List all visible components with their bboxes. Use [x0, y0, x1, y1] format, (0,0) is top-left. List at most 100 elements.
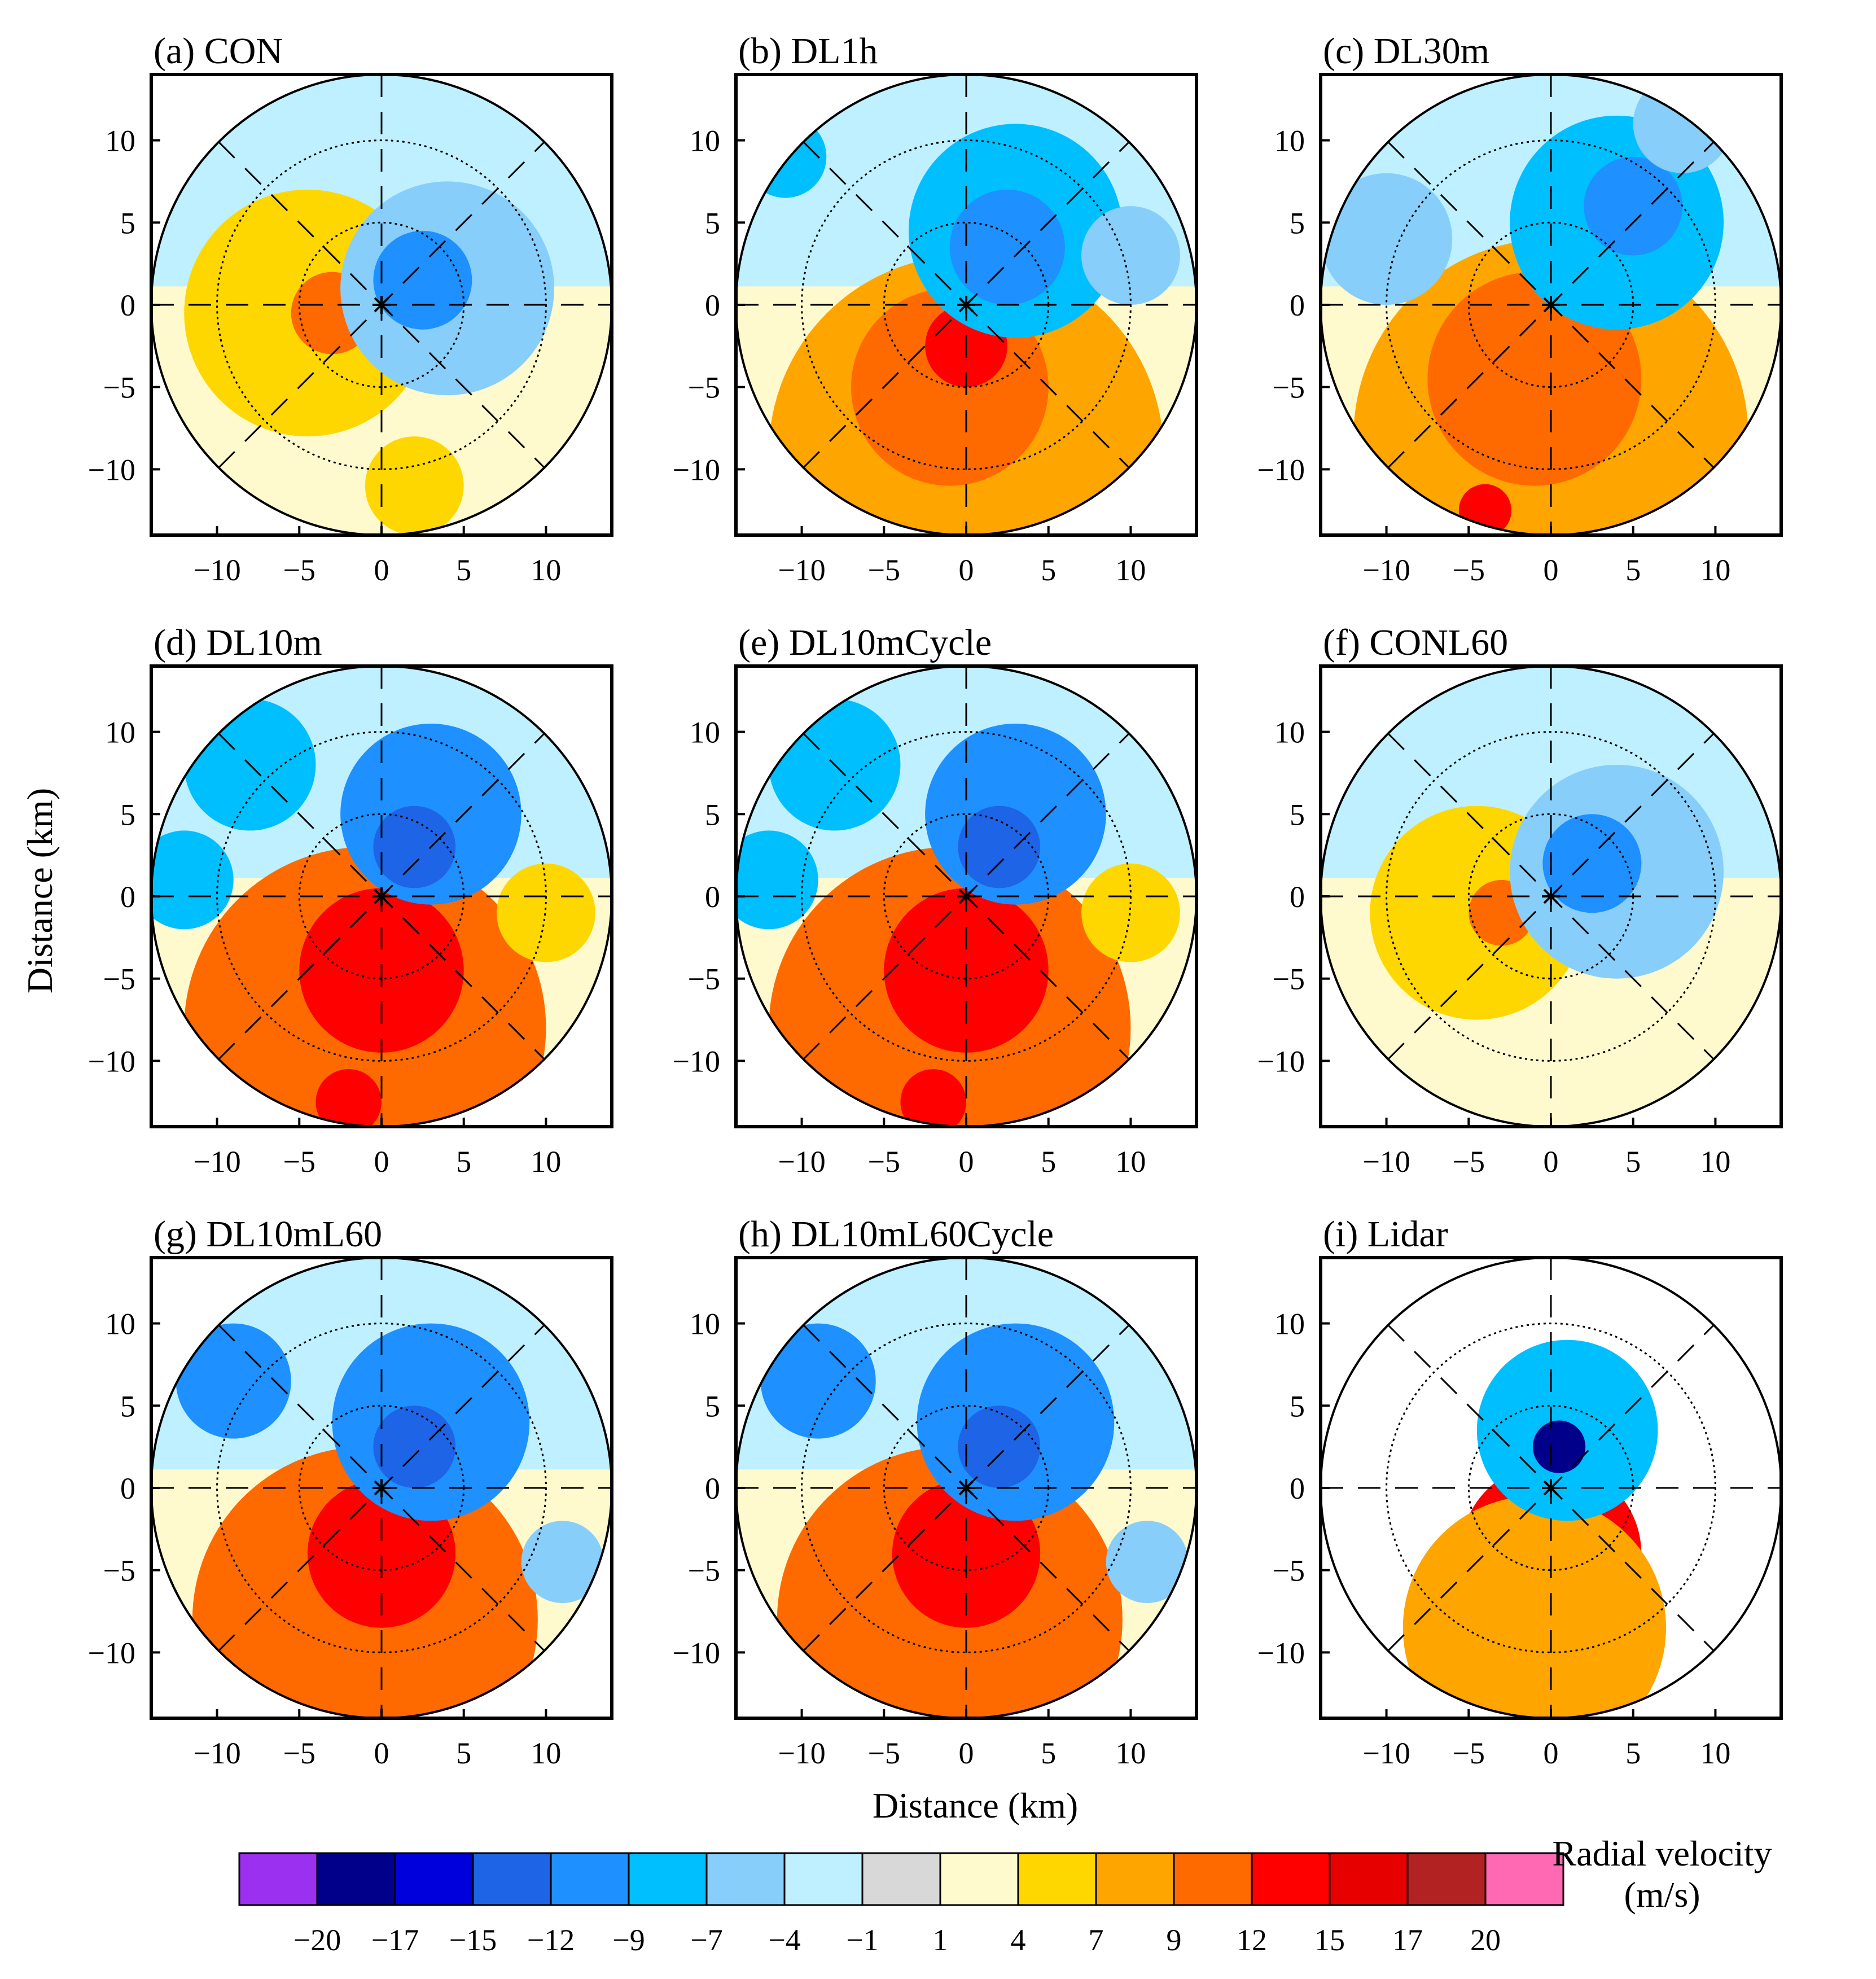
colorbar-tick-label: 1: [933, 1923, 948, 1957]
y-tick-label: −5: [1273, 962, 1305, 996]
x-tick-label: −10: [1362, 553, 1410, 587]
velocity-feature-6: [521, 1521, 604, 1603]
y-tick-label: −10: [1257, 1044, 1305, 1078]
y-tick-label: −5: [688, 962, 720, 996]
y-tick-label: 5: [120, 1389, 135, 1423]
colorbar-swatch: [394, 1852, 474, 1906]
velocity-feature-4: [958, 1406, 1041, 1488]
y-tick-label: 5: [1290, 206, 1305, 240]
colorbar-swatch: [316, 1852, 396, 1906]
colorbar-swatch: [628, 1852, 708, 1906]
x-tick-label: 10: [531, 1736, 561, 1770]
velocity-feature-5: [1584, 156, 1683, 256]
x-tick-label: 5: [456, 1736, 471, 1770]
velocity-feature-3: [1458, 484, 1512, 535]
centre-marker-stroke-4: [958, 1480, 974, 1496]
y-tick-label: 10: [690, 716, 720, 750]
x-tick-label: −5: [868, 1736, 900, 1770]
x-tick-label: 5: [1041, 1736, 1056, 1770]
x-tick-label: 5: [1625, 1736, 1641, 1770]
y-tick-label: −5: [688, 1554, 720, 1588]
panel-f: −10 −5 0 5 10 10 5 0 −5 −10 (f) CONL60: [1257, 622, 1783, 1179]
x-tick-label: −10: [778, 1736, 825, 1770]
x-tick-label: 10: [531, 1145, 561, 1179]
y-tick-label: −5: [688, 371, 720, 405]
centre-marker-stroke-4: [374, 1480, 389, 1496]
x-tick-label: 10: [531, 553, 561, 587]
y-tick-label: 0: [120, 288, 135, 322]
x-tick-label: −10: [778, 553, 825, 587]
panel-title: (f) CONL60: [1323, 622, 1508, 663]
panel-title: (i) Lidar: [1323, 1214, 1448, 1255]
colorbar: −20 −17 −15 −12 −9 −7 −4 −1 1 4 7 9 12 15 17 20: [238, 1852, 1564, 1957]
colorbar-tick-label: 4: [1011, 1923, 1026, 1957]
y-tick-label: 10: [1274, 1307, 1305, 1341]
y-tick-label: −5: [1273, 371, 1305, 405]
panel-b: −10 −5 0 5 10 10 5 0 −5 −10 (b) DL1h: [673, 30, 1198, 587]
x-axis-label: Distance (km): [873, 1785, 1078, 1825]
y-tick-label: 5: [1290, 798, 1305, 831]
colorbar-label-line2: (m/s): [1624, 1875, 1700, 1915]
colorbar-swatch: [550, 1852, 630, 1906]
x-tick-label: −10: [1362, 1736, 1410, 1770]
velocity-feature-4: [373, 230, 472, 330]
y-tick-label: −5: [1273, 1554, 1305, 1588]
y-tick-label: 5: [705, 206, 720, 240]
x-tick-label: 0: [959, 553, 974, 587]
y-tick-label: −5: [103, 1554, 135, 1588]
panel-title: (e) DL10mCycle: [738, 622, 992, 663]
x-tick-label: 5: [1625, 1145, 1641, 1179]
panel-d: −10 −5 0 5 10 10 5 0 −5 −10 (d) DL10m: [88, 622, 613, 1179]
y-tick-label: 5: [705, 798, 720, 831]
velocity-feature-4: [373, 1406, 456, 1488]
y-tick-label: 0: [1290, 880, 1305, 914]
x-tick-label: 0: [1544, 1736, 1559, 1770]
panel-grid: −10 −5 0 5 10 10 5 0 −5 −10 (a) CON −10 −5 0 5 10 10 5 0 −5…: [88, 30, 1783, 1770]
velocity-feature-3: [900, 1069, 966, 1127]
y-tick-label: −10: [88, 1044, 135, 1078]
y-tick-label: 5: [120, 798, 135, 831]
y-tick-label: 10: [105, 124, 135, 158]
x-tick-label: −10: [1362, 1145, 1410, 1179]
velocity-feature-2: [1402, 1496, 1667, 1718]
velocity-feature-4: [1542, 814, 1642, 913]
velocity-feature-5: [760, 1323, 876, 1439]
y-tick-label: 10: [1274, 124, 1305, 158]
centre-marker-stroke-4: [374, 297, 389, 313]
panel-title: (h) DL10mL60Cycle: [738, 1214, 1054, 1255]
colorbar-swatch: [1095, 1852, 1175, 1906]
colorbar-swatch: [1017, 1852, 1097, 1906]
colorbar-tick-label: −4: [768, 1923, 800, 1957]
y-tick-label: 5: [1290, 1389, 1305, 1423]
velocity-feature-6: [1321, 173, 1453, 305]
colorbar-swatch: [1484, 1852, 1564, 1906]
panel-a: −10 −5 0 5 10 10 5 0 −5 −10 (a) CON: [88, 30, 613, 587]
colorbar-swatch: [1406, 1852, 1487, 1906]
colorbar-tick-label: 7: [1089, 1923, 1104, 1957]
colorbar-swatch: [1251, 1852, 1331, 1906]
velocity-feature-6: [744, 115, 827, 198]
panel-c: −10 −5 0 5 10 10 5 0 −5 −10 (c) DL30m: [1257, 30, 1783, 587]
colorbar-swatch: [238, 1852, 318, 1906]
centre-marker-stroke-4: [374, 888, 389, 904]
colorbar-swatch: [1173, 1852, 1253, 1906]
centre-marker-stroke-4: [1543, 888, 1559, 904]
colorbar-tick-label: −12: [527, 1923, 575, 1957]
x-tick-label: −10: [193, 1145, 240, 1179]
x-tick-label: 10: [1700, 1145, 1730, 1179]
y-tick-label: 0: [1290, 288, 1305, 322]
centre-marker-stroke-4: [1543, 1480, 1559, 1496]
colorbar-swatch: [472, 1852, 552, 1906]
colorbar-tick-label: −9: [612, 1923, 645, 1957]
y-tick-label: −10: [1257, 1636, 1305, 1670]
colorbar-swatch: [939, 1852, 1019, 1906]
x-tick-label: −5: [283, 553, 315, 587]
y-tick-label: −10: [88, 1636, 135, 1670]
x-tick-label: 5: [1625, 553, 1641, 587]
velocity-feature-5: [373, 805, 456, 888]
x-tick-label: 5: [456, 553, 471, 587]
velocity-feature-8: [497, 863, 595, 962]
x-tick-label: −10: [193, 1736, 240, 1770]
y-tick-label: −10: [673, 1636, 720, 1670]
